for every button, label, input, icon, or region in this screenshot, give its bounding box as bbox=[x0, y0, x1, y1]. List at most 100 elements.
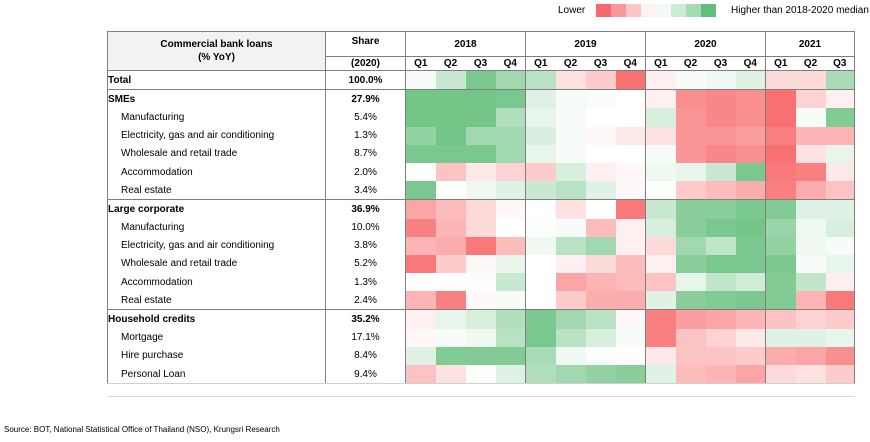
heatmap-cell bbox=[765, 69, 796, 90]
heatmap-cell bbox=[435, 199, 466, 219]
legend-higher-label: Higher than 2018-2020 median bbox=[731, 5, 869, 16]
quarter-header: Q1 bbox=[525, 56, 556, 71]
heatmap-cell bbox=[645, 89, 676, 109]
heatmap-cell bbox=[825, 126, 855, 145]
heatmap-cell bbox=[555, 69, 586, 90]
heatmap-cell bbox=[585, 218, 616, 237]
heatmap-cell bbox=[735, 218, 766, 237]
heatmap-cell bbox=[825, 89, 855, 109]
heatmap-cell bbox=[525, 126, 556, 145]
row-label: Electricity, gas and air conditioning bbox=[107, 236, 326, 255]
heatmap-cell bbox=[465, 199, 496, 219]
heatmap-cell bbox=[615, 254, 646, 274]
heatmap-cell bbox=[705, 199, 736, 219]
heatmap-cell bbox=[405, 144, 436, 163]
heatmap-cell bbox=[435, 365, 466, 385]
heatmap-cell bbox=[615, 126, 646, 145]
heatmap-cell bbox=[495, 144, 526, 163]
heatmap-cell bbox=[645, 254, 676, 274]
heatmap-cell bbox=[735, 346, 766, 365]
heatmap-cell bbox=[495, 273, 526, 292]
heatmap-cell bbox=[495, 328, 526, 347]
row-share: 100.0% bbox=[325, 69, 406, 90]
heatmap-cell bbox=[795, 273, 826, 292]
heatmap-cell bbox=[525, 254, 556, 274]
heatmap-cell bbox=[765, 236, 796, 255]
heatmap-cell bbox=[765, 89, 796, 109]
legend-swatch bbox=[626, 4, 641, 17]
heatmap-cell bbox=[765, 181, 796, 200]
share-year-header: (2020) bbox=[325, 56, 406, 71]
heatmap-cell bbox=[405, 108, 436, 127]
heatmap-cell bbox=[435, 236, 466, 255]
heatmap-cell bbox=[735, 291, 766, 310]
heatmap-cell bbox=[495, 162, 526, 182]
row-share: 2.0% bbox=[325, 162, 406, 182]
heatmap-cell bbox=[675, 162, 706, 182]
row-share: 35.2% bbox=[325, 309, 406, 329]
heatmap-cell bbox=[615, 309, 646, 329]
legend-gradient bbox=[596, 4, 716, 17]
table-row: Accommodation 1.3% bbox=[107, 273, 855, 292]
heatmap-cell bbox=[555, 108, 586, 127]
heatmap-cell bbox=[585, 254, 616, 274]
heatmap-cell bbox=[555, 199, 586, 219]
heatmap-cell bbox=[795, 365, 826, 385]
year-header-2020: 2020 bbox=[645, 31, 766, 57]
heatmap-cell bbox=[555, 236, 586, 255]
heatmap-cell bbox=[645, 273, 676, 292]
heatmap-cell bbox=[465, 108, 496, 127]
heatmap-cell bbox=[705, 291, 736, 310]
row-label: Mortgage bbox=[107, 328, 326, 347]
heatmap-cell bbox=[465, 254, 496, 274]
heatmap-cell bbox=[435, 218, 466, 237]
heatmap-cell bbox=[555, 291, 586, 310]
heatmap-cell bbox=[435, 273, 466, 292]
heatmap-cell bbox=[555, 273, 586, 292]
heatmap-cell bbox=[435, 309, 466, 329]
heatmap-cell bbox=[765, 199, 796, 219]
table-row: Personal Loan 9.4% bbox=[107, 365, 855, 385]
row-label: Hire purchase bbox=[107, 346, 326, 365]
heatmap-cell bbox=[525, 181, 556, 200]
legend-swatch bbox=[686, 4, 701, 17]
legend-swatch bbox=[611, 4, 626, 17]
heatmap-cell bbox=[615, 108, 646, 127]
heatmap-cell bbox=[705, 181, 736, 200]
heatmap-cell bbox=[555, 365, 586, 385]
table-row: Electricity, gas and air conditioning 3.8… bbox=[107, 236, 855, 255]
heatmap-cell bbox=[705, 108, 736, 127]
year-header-2019: 2019 bbox=[525, 31, 646, 57]
group-row: Household credits 35.2% bbox=[107, 309, 855, 329]
heatmap-cell bbox=[735, 328, 766, 347]
heatmap-cell bbox=[795, 328, 826, 347]
heatmap-cell bbox=[705, 254, 736, 274]
quarter-header: Q3 bbox=[585, 56, 616, 71]
heatmap-cell bbox=[825, 218, 855, 237]
legend-swatch bbox=[701, 4, 716, 17]
row-share: 2.4% bbox=[325, 291, 406, 310]
heatmap-cell bbox=[435, 126, 466, 145]
heatmap-cell bbox=[735, 309, 766, 329]
heatmap-cell bbox=[525, 365, 556, 385]
heatmap-cell bbox=[435, 162, 466, 182]
row-label: Manufacturing bbox=[107, 108, 326, 127]
heatmap-cell bbox=[525, 218, 556, 237]
row-share: 8.7% bbox=[325, 144, 406, 163]
heatmap-cell bbox=[405, 199, 436, 219]
row-share: 8.4% bbox=[325, 346, 406, 365]
heatmap-cell bbox=[435, 181, 466, 200]
group-row: SMEs 27.9% bbox=[107, 89, 855, 109]
heatmap-cell bbox=[405, 291, 436, 310]
heatmap-cell bbox=[495, 218, 526, 237]
heatmap-cell bbox=[825, 346, 855, 365]
row-share: 36.9% bbox=[325, 199, 406, 219]
heatmap-cell bbox=[705, 126, 736, 145]
quarter-header: Q3 bbox=[705, 56, 736, 71]
heatmap-cell bbox=[615, 199, 646, 219]
heatmap-cell bbox=[795, 89, 826, 109]
heatmap-cell bbox=[615, 328, 646, 347]
heatmap-cell bbox=[795, 69, 826, 90]
heatmap-cell bbox=[825, 309, 855, 329]
legend-swatch bbox=[656, 4, 671, 17]
